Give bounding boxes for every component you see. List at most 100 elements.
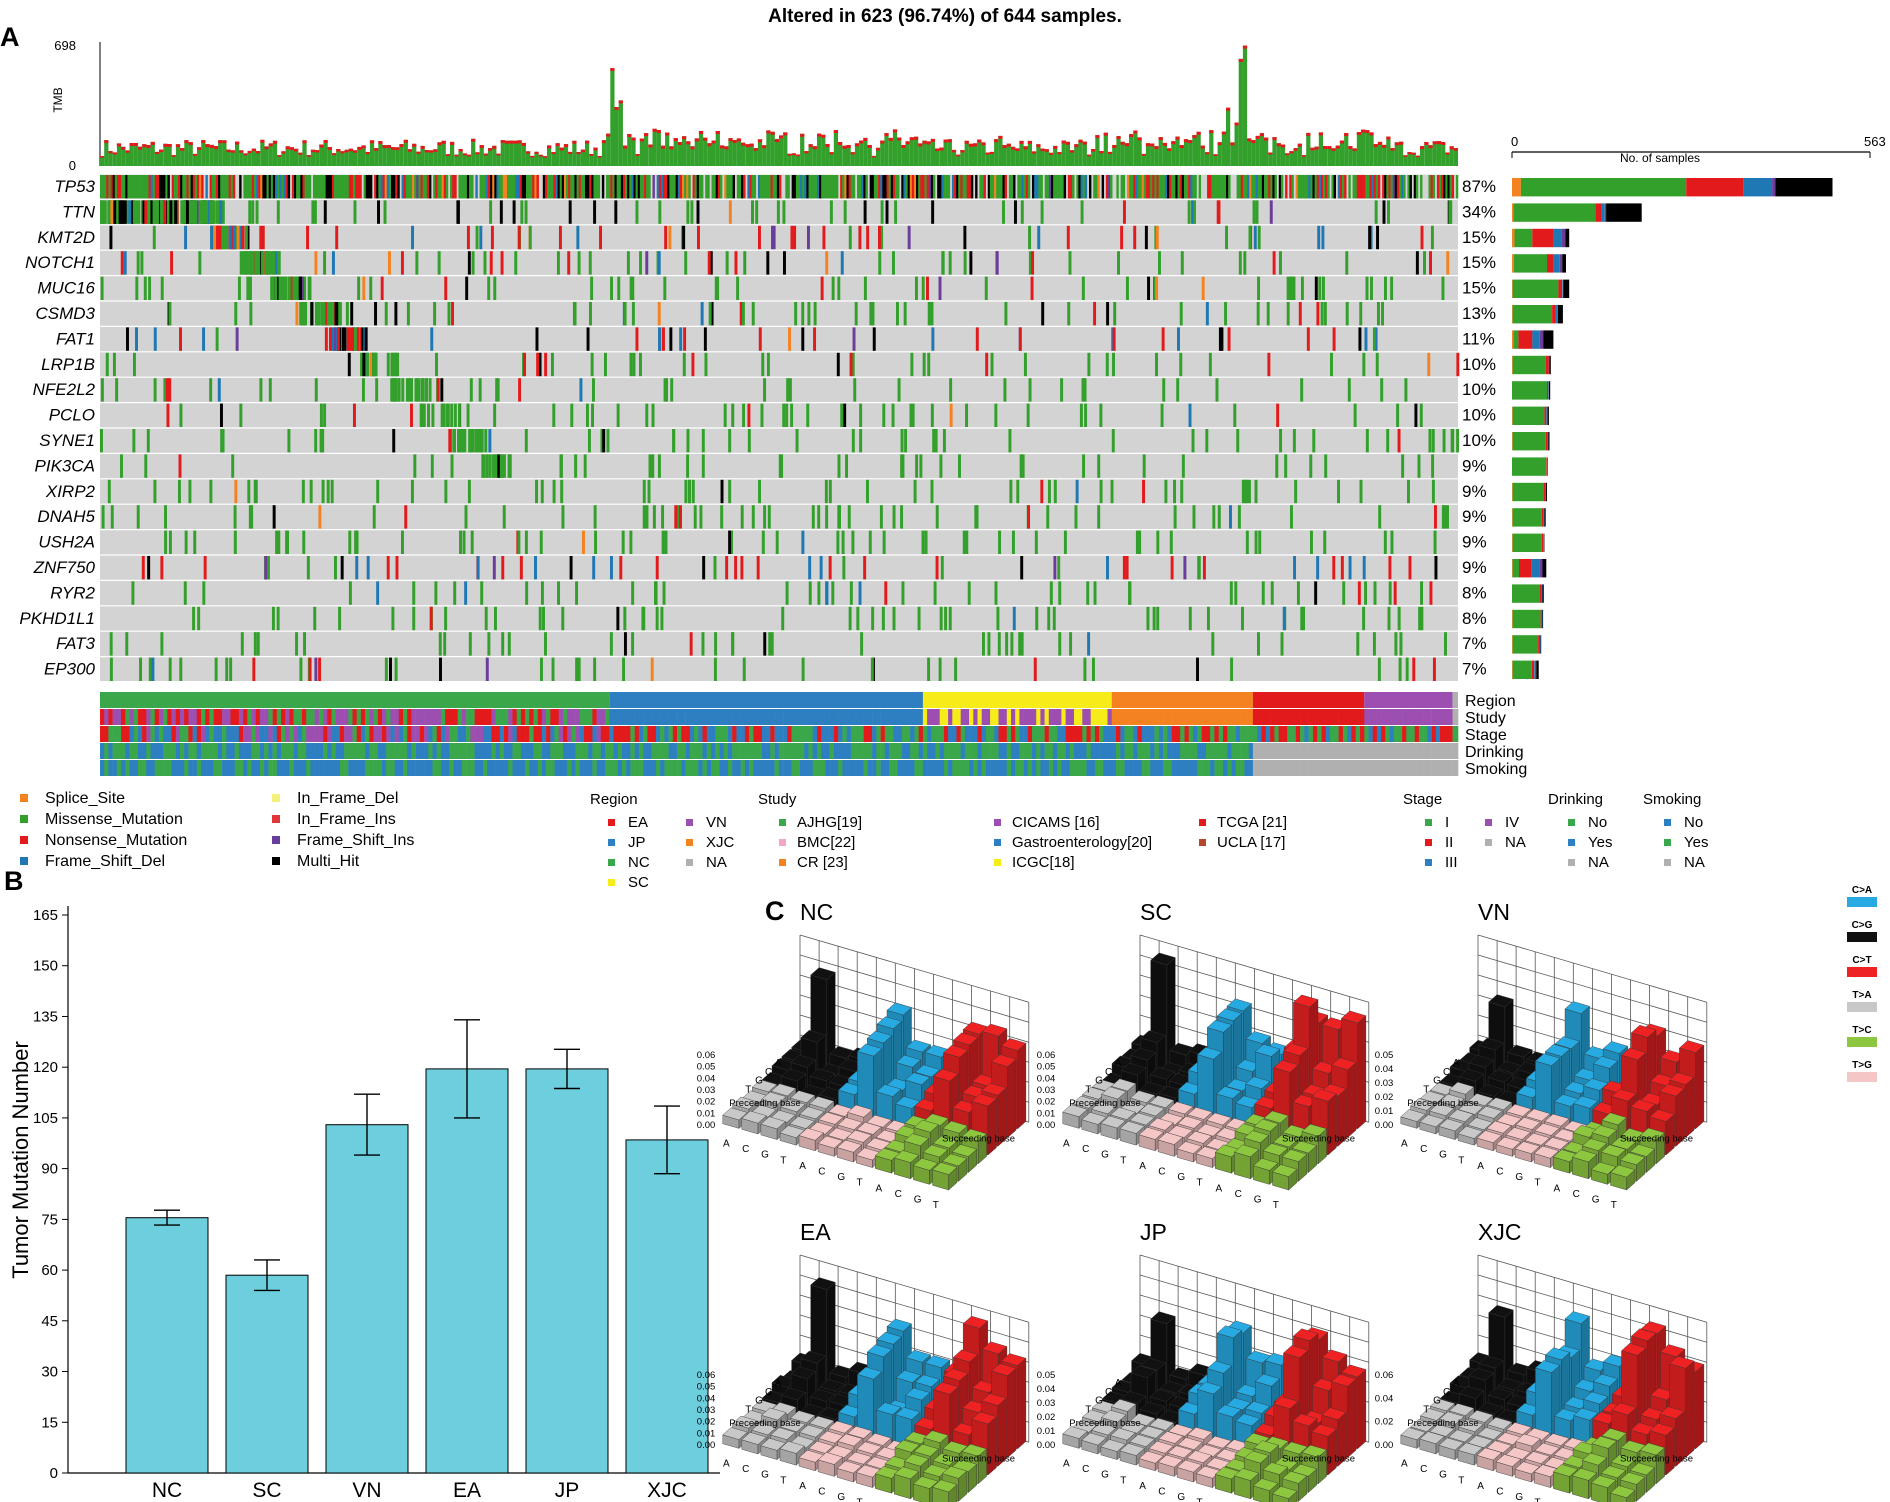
mutation-cell — [1441, 276, 1445, 300]
gene-count-bar-splice — [1512, 660, 1513, 679]
mutation-cell — [1196, 657, 1199, 681]
mutation-cell — [866, 225, 870, 250]
smoking-cell — [386, 760, 391, 776]
mutation-cell — [577, 251, 581, 275]
study-cell — [1061, 709, 1066, 725]
mutation-cell — [1261, 175, 1265, 199]
stage-cell — [1158, 726, 1164, 742]
stage-cell — [461, 726, 467, 742]
tmb-bar — [133, 143, 138, 166]
smoking-cell — [943, 760, 949, 776]
mutation-cell — [234, 479, 238, 504]
study-cell — [660, 709, 665, 725]
tmb-bar — [593, 147, 598, 166]
tmb-bar — [1019, 140, 1024, 166]
stage-cell — [964, 726, 970, 742]
tmb-bar — [530, 155, 535, 166]
mutation-cell — [466, 225, 470, 250]
tmb-bar — [1205, 152, 1210, 166]
tmb-bar-nonsense — [1449, 146, 1454, 150]
smoking-cell — [440, 760, 446, 776]
drinking-cell — [1214, 743, 1219, 759]
smoking-cell — [1027, 760, 1033, 776]
drinking-cell — [116, 743, 122, 759]
tmb-bar-nonsense — [703, 137, 708, 141]
tmb-bar — [310, 149, 316, 166]
mutation-cell — [863, 175, 866, 199]
mutation-cell — [616, 403, 620, 427]
mutation-cell — [476, 556, 480, 580]
mutation-cell — [338, 302, 342, 326]
drinking-cell — [1032, 743, 1037, 759]
mutation-cell — [443, 632, 447, 656]
study-cell — [1304, 709, 1309, 725]
tmb-bar-nonsense — [644, 133, 649, 137]
gene-count-bar-multi — [1545, 482, 1547, 502]
preceding-base-label: A — [1115, 1058, 1122, 1069]
drinking-cell — [175, 743, 181, 759]
study-cell — [1011, 709, 1016, 725]
tmb-bar — [121, 146, 126, 166]
mutation-cell — [440, 378, 444, 402]
stage-cell — [403, 726, 408, 742]
legend-drinking-title: Drinking — [1548, 791, 1603, 808]
stage-cell — [588, 726, 593, 742]
mutation-cell — [884, 175, 887, 199]
mutation-cell — [586, 327, 590, 351]
smoking-cell — [990, 760, 995, 776]
study-cell — [1334, 709, 1339, 725]
study-cell — [985, 709, 991, 725]
tmb-bar — [888, 137, 893, 166]
study-cell — [1065, 709, 1071, 725]
tmb-bar-nonsense — [218, 140, 223, 144]
mutation-cell — [101, 200, 105, 224]
mutation-cell — [1063, 530, 1067, 554]
mutation-cell — [858, 225, 862, 250]
stage-cell — [331, 726, 337, 742]
legend-drinking-label: No — [1588, 814, 1607, 831]
tmb-bar-nonsense — [601, 140, 607, 144]
tmb-bar — [1344, 133, 1349, 166]
mutation-cell — [1092, 657, 1095, 681]
drinking-cell — [931, 743, 936, 759]
gene-count-bar-nonsense — [1531, 660, 1535, 679]
tmb-bar — [817, 133, 822, 166]
tmb-bar-nonsense — [112, 152, 117, 155]
gene-count-bar-nonsense — [1558, 279, 1563, 298]
tmb-bar-nonsense — [922, 140, 927, 144]
mutation-cell — [954, 657, 958, 681]
smoking-cell — [411, 760, 416, 776]
smoking-cell — [1167, 760, 1172, 776]
mutation-cell — [958, 454, 961, 478]
tmb-bar — [1386, 136, 1391, 166]
mutation-cell — [1325, 175, 1328, 199]
spectrum-bar-top — [1272, 1134, 1299, 1148]
mutation-cell — [211, 175, 215, 199]
study-cell — [931, 709, 936, 725]
mutation-cell — [939, 606, 943, 631]
tmb-bar — [268, 143, 273, 166]
tmb-bar — [1040, 148, 1045, 166]
drinking-cell — [1006, 743, 1012, 759]
mutation-cell — [195, 200, 199, 224]
tmb-bar-nonsense — [1183, 139, 1189, 143]
mutation-cell — [369, 352, 373, 377]
smoking-cell — [1360, 760, 1365, 776]
mutation-cell — [1145, 175, 1149, 199]
smoking-cell — [596, 760, 602, 776]
mutation-cell — [1297, 175, 1301, 199]
study-cell — [386, 709, 391, 725]
tmb-bar — [977, 139, 982, 166]
smoking-cell — [1078, 760, 1083, 776]
mutation-cell — [1026, 403, 1030, 427]
stage-cell — [1252, 726, 1258, 742]
tmb-bar-nonsense — [386, 145, 392, 149]
stage-cell — [956, 726, 961, 742]
tmb-bar-nonsense — [1036, 144, 1041, 148]
gene-count-bar-nonsense — [1519, 559, 1532, 578]
mutation-spectrum-3d: NC0.060.050.040.030.020.010.00ACGTACGTAC… — [697, 899, 1708, 1502]
smoking-cell — [969, 760, 974, 776]
study-cell — [453, 709, 459, 725]
gene-label: TTN — [62, 202, 96, 221]
tmb-bar-nonsense — [606, 133, 611, 137]
